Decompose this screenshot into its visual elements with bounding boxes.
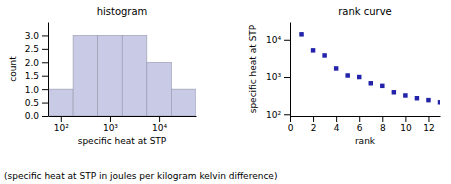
- tick-label: 10⁴: [266, 35, 281, 45]
- point: [299, 32, 303, 36]
- tick: 3.0: [25, 31, 48, 41]
- tick: 10³: [266, 72, 290, 82]
- tick: 10²: [266, 110, 290, 120]
- point: [392, 90, 396, 94]
- tick: 10³: [103, 116, 118, 133]
- tick-label: 0.5: [25, 98, 39, 108]
- tick-mark: [42, 62, 48, 63]
- tick-mark: [110, 116, 111, 122]
- tick: 0: [288, 116, 294, 133]
- point: [322, 53, 326, 57]
- tick: 10: [400, 116, 412, 133]
- tick-mark: [42, 116, 48, 117]
- bar: [147, 62, 172, 116]
- tick-label: 10³: [266, 72, 281, 82]
- point: [438, 100, 440, 104]
- tick-label: 10³: [103, 123, 118, 133]
- tick: 4: [334, 116, 340, 133]
- tick: 1.5: [25, 71, 48, 81]
- point: [311, 48, 315, 52]
- tick-mark: [42, 49, 48, 50]
- y-axis-title: specific heat at STP: [248, 24, 258, 113]
- point: [357, 75, 361, 79]
- tick-label: 6: [357, 123, 363, 133]
- tick-mark: [284, 77, 290, 78]
- bar: [98, 35, 123, 116]
- y-axis-line: [290, 23, 291, 117]
- plot-area: [299, 32, 440, 104]
- chart: 10² 10³ 10⁴ 0.0 0.5 1.0 1.5 2.0 2.5 3.0 histogram s…: [0, 0, 451, 184]
- tick: 10²: [54, 116, 69, 133]
- tick-label: 2: [311, 123, 317, 133]
- bar: [73, 35, 98, 116]
- tick: 10⁴: [152, 116, 167, 133]
- tick-mark: [159, 116, 160, 122]
- tick: 2.0: [25, 58, 48, 68]
- tick-mark: [359, 116, 360, 122]
- y-axis: 10² 10³ 10⁴: [266, 23, 291, 120]
- point: [369, 81, 373, 85]
- tick: 8: [380, 116, 386, 133]
- y-axis-title: count: [8, 56, 18, 82]
- tick-mark: [61, 116, 62, 122]
- point: [334, 66, 338, 70]
- point: [380, 84, 384, 88]
- tick: 0.0: [25, 111, 48, 121]
- tick: 12: [423, 116, 434, 133]
- tick-label: 3.0: [25, 31, 40, 41]
- point: [415, 96, 419, 100]
- x-axis: 0 2 4 6 8 10 12: [288, 116, 441, 133]
- tick-mark: [42, 103, 48, 104]
- tick-mark: [284, 114, 290, 115]
- tick-label: 0.0: [25, 111, 40, 121]
- x-axis-title: specific heat at STP: [78, 136, 167, 146]
- tick-label: 2.0: [25, 58, 40, 68]
- tick: 6: [357, 116, 363, 133]
- bar: [48, 89, 73, 116]
- x-axis: 10² 10³ 10⁴: [49, 116, 197, 133]
- point: [345, 73, 349, 77]
- tick: 0.5: [25, 98, 48, 108]
- tick-label: 10²: [54, 123, 69, 133]
- tick-label: 12: [423, 123, 434, 133]
- tick-label: 10⁴: [152, 123, 167, 133]
- tick-mark: [42, 89, 48, 90]
- y-axis-line: [48, 23, 49, 117]
- x-axis-title: rank: [355, 136, 376, 146]
- tick-label: 0: [288, 123, 294, 133]
- tick-mark: [382, 116, 383, 122]
- bar: [122, 35, 147, 116]
- point: [426, 98, 430, 102]
- y-axis: 0.0 0.5 1.0 1.5 2.0 2.5 3.0: [25, 23, 49, 122]
- tick-label: 10²: [266, 110, 281, 120]
- tick: 2.5: [25, 44, 48, 54]
- title: rank curve: [338, 6, 392, 17]
- plot-area: [48, 35, 196, 116]
- tick: 2: [311, 116, 317, 133]
- x-axis-line: [291, 116, 441, 117]
- footnote: (specific heat at STP in joules per kilo…: [4, 171, 277, 181]
- point: [403, 93, 407, 97]
- tick-mark: [336, 116, 337, 122]
- bar: [171, 89, 196, 116]
- tick-mark: [428, 116, 429, 122]
- tick-mark: [290, 116, 291, 122]
- tick-label: 1.0: [25, 85, 40, 95]
- tick-label: 1.5: [25, 71, 39, 81]
- tick-mark: [42, 76, 48, 77]
- tick-mark: [405, 116, 406, 122]
- tick: 1.0: [25, 85, 48, 95]
- x-axis-line: [49, 116, 197, 117]
- tick-label: 4: [334, 123, 340, 133]
- tick-mark: [284, 40, 290, 41]
- tick-label: 2.5: [25, 44, 39, 54]
- title: histogram: [97, 6, 148, 17]
- tick-mark: [42, 35, 48, 36]
- tick: 10⁴: [266, 35, 290, 45]
- tick-label: 10: [400, 123, 412, 133]
- tick-mark: [313, 116, 314, 122]
- tick-label: 8: [380, 123, 386, 133]
